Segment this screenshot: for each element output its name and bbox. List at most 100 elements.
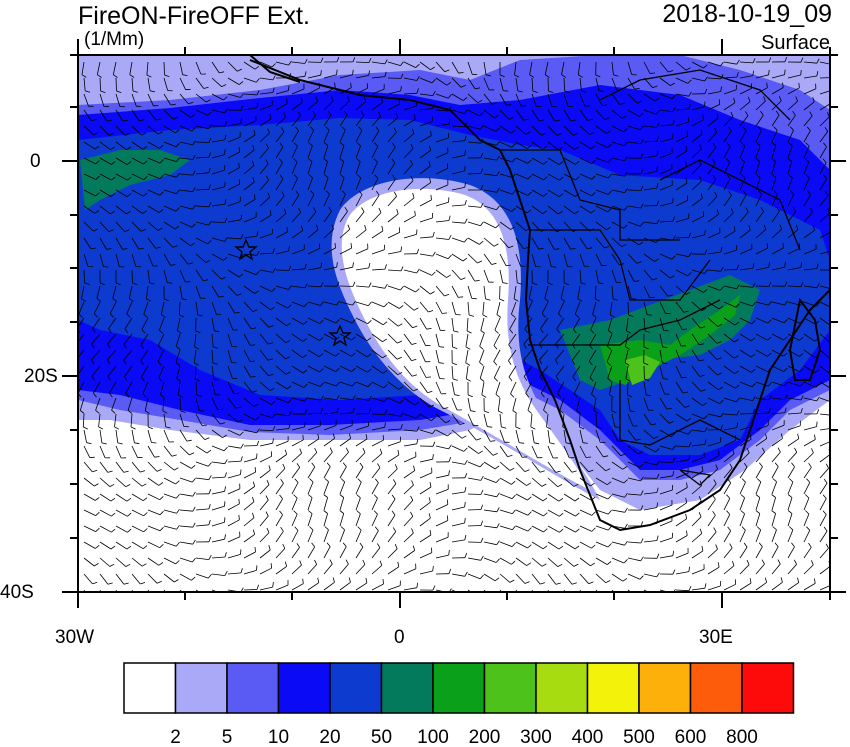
wind-barb bbox=[435, 152, 449, 159]
wind-barb bbox=[195, 253, 207, 263]
wind-barb-feather bbox=[334, 82, 336, 88]
wind-barb bbox=[419, 269, 432, 276]
wind-barb-feather bbox=[271, 63, 276, 68]
wind-barb-feather bbox=[288, 85, 290, 91]
wind-barb bbox=[355, 413, 370, 415]
wind-barb bbox=[227, 429, 240, 436]
wind-barb bbox=[627, 61, 633, 75]
wind-barb-feather bbox=[251, 390, 257, 393]
wind-barb bbox=[275, 162, 283, 175]
wind-barb bbox=[643, 237, 657, 243]
wind-barb bbox=[803, 397, 817, 402]
wind-barb bbox=[611, 525, 625, 529]
wind-barb bbox=[355, 438, 368, 447]
wind-barb bbox=[83, 493, 96, 501]
wind-barb bbox=[611, 477, 625, 484]
wind-barb-feather bbox=[224, 534, 226, 540]
wind-barb bbox=[419, 365, 427, 378]
wind-barb-feather bbox=[720, 74, 724, 79]
wind-barb bbox=[803, 248, 817, 255]
wind-barb-feather bbox=[591, 496, 596, 501]
wind-barb bbox=[483, 77, 490, 91]
wind-barb-feather bbox=[146, 298, 151, 302]
wind-barb bbox=[275, 103, 288, 111]
wind-barb-feather bbox=[214, 330, 220, 333]
wind-barb-feather bbox=[787, 510, 793, 514]
wind-barb bbox=[96, 285, 101, 299]
wind-barb-feather bbox=[784, 407, 787, 413]
wind-barb-feather bbox=[741, 478, 746, 483]
wind-barb-feather bbox=[726, 142, 731, 147]
wind-barb bbox=[291, 317, 304, 325]
wind-barb-feather bbox=[320, 57, 324, 63]
wind-barb-feather bbox=[768, 262, 770, 268]
wind-barb bbox=[643, 253, 655, 262]
wind-barb-feather bbox=[462, 257, 468, 262]
wind-barb bbox=[483, 413, 488, 427]
wind-barb-feather bbox=[428, 497, 431, 503]
wind-barb-feather bbox=[265, 143, 269, 149]
wind-barb bbox=[579, 509, 592, 516]
wind-barb bbox=[177, 317, 181, 331]
wind-barb-feather bbox=[256, 453, 258, 459]
wind-barb bbox=[160, 301, 165, 315]
wind-barb bbox=[275, 231, 288, 239]
wind-barb-feather bbox=[352, 69, 354, 75]
wind-barb bbox=[259, 163, 269, 175]
wind-barb bbox=[403, 119, 416, 127]
wind-barb-feather bbox=[448, 106, 452, 112]
wind-barb-feather bbox=[464, 165, 466, 171]
wind-barb bbox=[579, 221, 590, 232]
wind-barb-feather bbox=[740, 158, 745, 163]
wind-barb bbox=[419, 93, 433, 96]
wind-barb-feather bbox=[110, 313, 114, 318]
wind-barb-feather bbox=[94, 313, 98, 318]
wind-barb bbox=[547, 141, 559, 151]
wind-barb bbox=[179, 509, 193, 512]
wind-barb bbox=[115, 237, 123, 250]
wind-barb-feather bbox=[269, 113, 272, 119]
wind-barb bbox=[179, 237, 191, 247]
wind-barb-feather bbox=[315, 96, 319, 102]
wind-barb bbox=[83, 525, 96, 532]
wind-barb bbox=[339, 129, 346, 143]
wind-barb bbox=[259, 429, 274, 431]
wind-barb bbox=[339, 87, 352, 95]
wind-barb-feather bbox=[465, 346, 471, 350]
wind-barb-feather bbox=[142, 545, 148, 550]
wind-barb-feather bbox=[384, 71, 387, 77]
wind-barb-feather bbox=[494, 465, 500, 470]
wind-barb bbox=[707, 333, 718, 344]
wind-barb-feather bbox=[448, 119, 451, 125]
wind-barb-feather bbox=[464, 150, 466, 156]
wind-barb-feather bbox=[215, 394, 221, 396]
wind-barb-feather bbox=[784, 56, 788, 62]
wind-barb bbox=[371, 194, 380, 207]
wind-barb bbox=[787, 145, 793, 159]
colorbar-swatch bbox=[483, 662, 537, 714]
wind-barb bbox=[563, 221, 574, 232]
wind-barb-feather bbox=[192, 140, 196, 146]
wind-barb bbox=[515, 125, 527, 135]
wind-barb bbox=[611, 141, 625, 147]
wind-barb-feather bbox=[411, 374, 418, 377]
wind-barb-feather bbox=[699, 144, 702, 150]
wind-barb-feather bbox=[591, 175, 596, 180]
wind-barb bbox=[723, 440, 736, 447]
wind-barb bbox=[544, 61, 549, 75]
wind-barb-feather bbox=[496, 314, 502, 318]
wind-barb bbox=[643, 523, 657, 527]
wind-barb bbox=[611, 173, 625, 177]
wind-barb bbox=[483, 477, 497, 483]
wind-barb-feather bbox=[728, 126, 732, 132]
wind-barb bbox=[160, 381, 165, 395]
wind-barb bbox=[387, 483, 397, 495]
wind-barb bbox=[787, 497, 793, 511]
wind-barb bbox=[227, 333, 233, 347]
wind-barb bbox=[147, 493, 160, 501]
wind-barb-feather bbox=[736, 410, 740, 416]
wind-barb bbox=[355, 466, 364, 479]
wind-barb bbox=[371, 230, 384, 239]
wind-barb-feather bbox=[164, 74, 170, 77]
wind-barb-feather bbox=[700, 129, 703, 135]
